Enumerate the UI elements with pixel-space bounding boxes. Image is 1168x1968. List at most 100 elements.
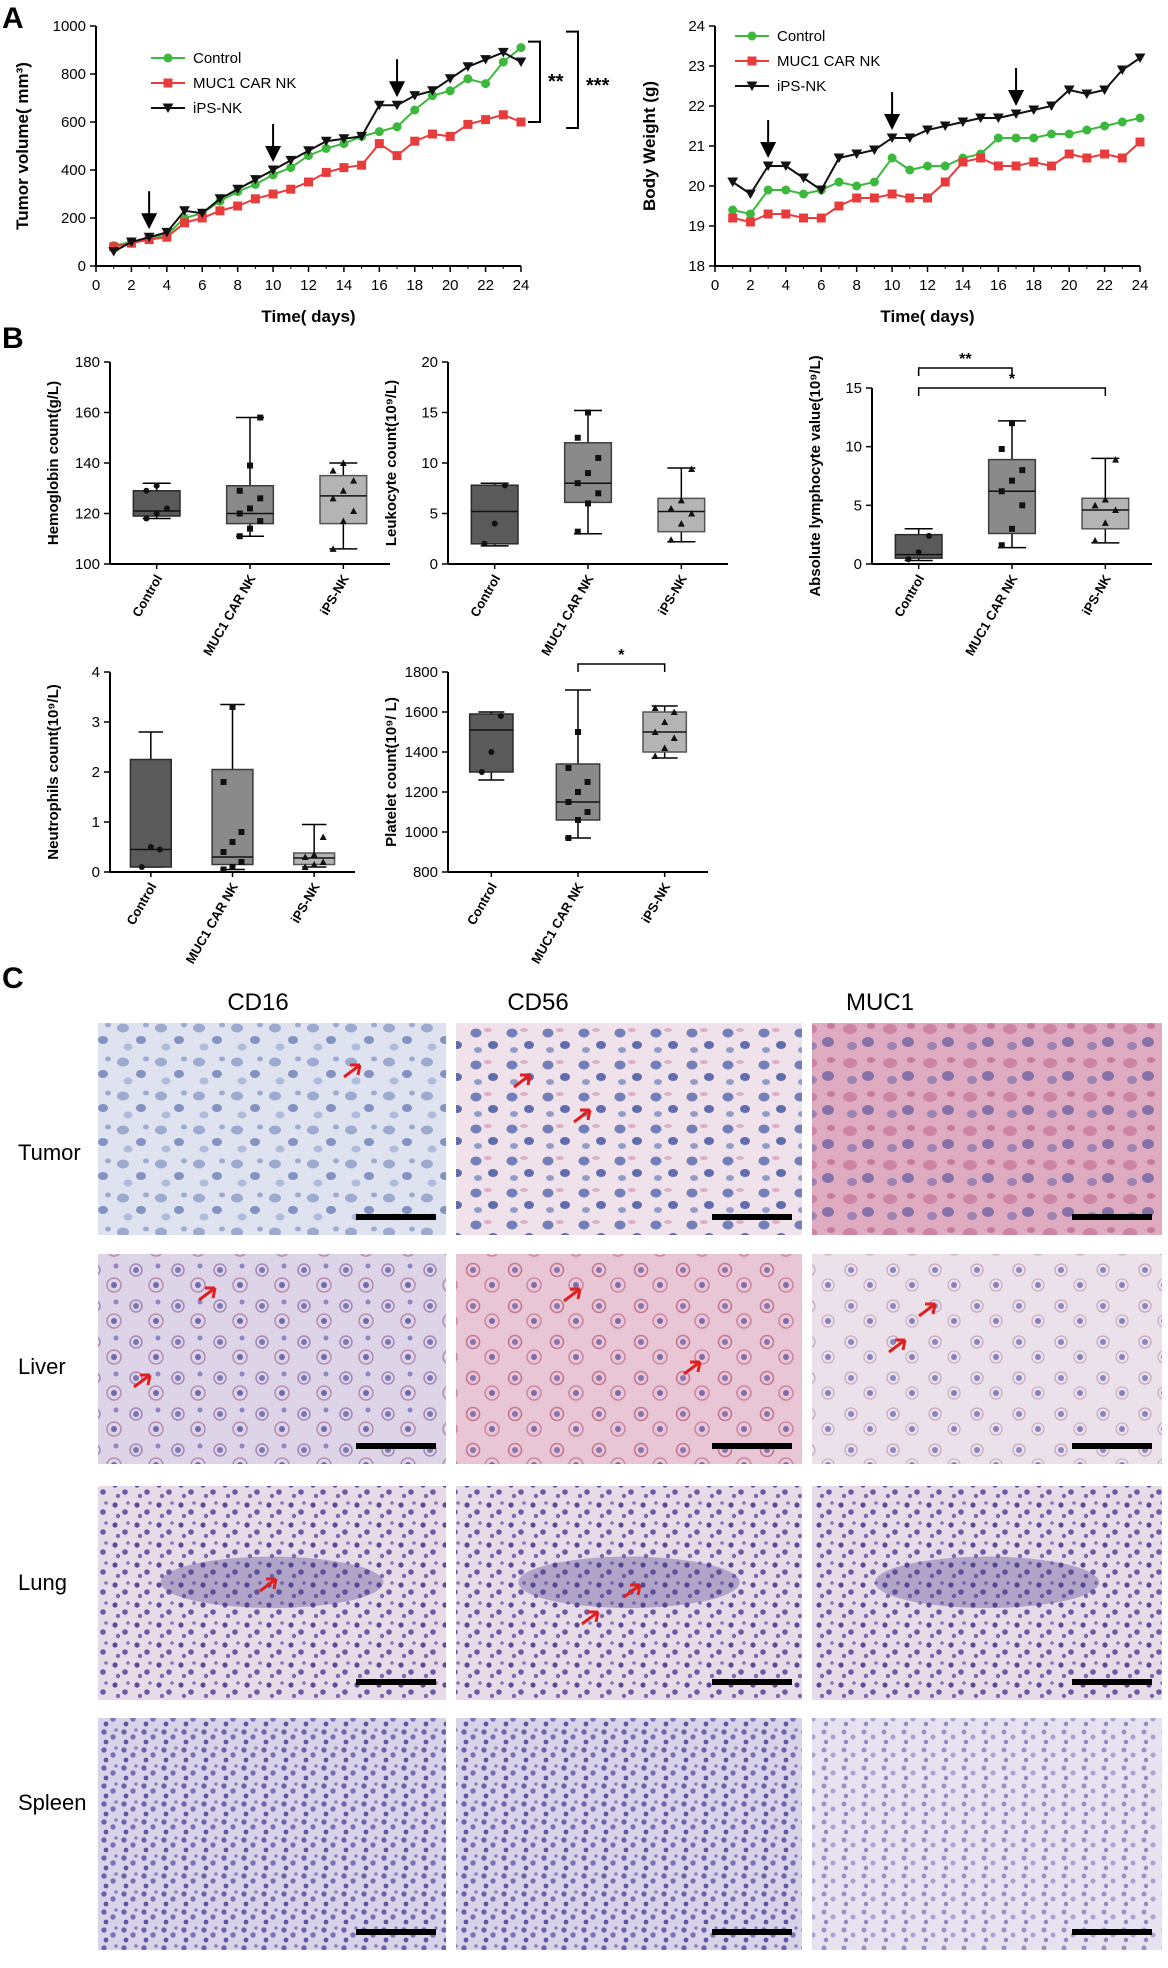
y-tick-label: 0 [854, 556, 862, 573]
histology-row-label: Liver [18, 1354, 66, 1379]
data-point [143, 487, 150, 494]
category-label: iPS-NK [638, 879, 673, 925]
data-point [138, 864, 145, 870]
data-point [939, 121, 951, 131]
data-point [905, 165, 915, 175]
x-tick-label: 4 [782, 277, 790, 294]
data-point [350, 477, 358, 484]
data-point [1029, 133, 1039, 143]
significance-label: *** [586, 75, 610, 97]
hemoglobin-boxplot: 100 120 140 160 180 Hemoglobin count(g/L) Cont… [45, 354, 390, 658]
data-point [229, 839, 236, 845]
data-point [427, 129, 437, 139]
significance-bracket [577, 663, 666, 672]
x-tick-label: 0 [92, 277, 100, 294]
data-point [1028, 105, 1040, 115]
y-axis-label: Platelet count(10⁹/ L) [383, 697, 400, 847]
red-arrow-head [205, 1286, 217, 1299]
x-tick-label: 18 [406, 277, 423, 294]
data-point [1063, 85, 1075, 95]
y-tick-label: 5 [430, 506, 438, 523]
data-point [257, 414, 264, 421]
data-point [462, 62, 474, 72]
y-tick-label: 120 [75, 506, 100, 523]
data-point [1011, 161, 1021, 171]
data-point [445, 131, 455, 141]
data-point [998, 446, 1005, 453]
data-point [147, 844, 154, 850]
box [470, 484, 519, 545]
box [987, 458, 1037, 535]
x-tick-label: 14 [336, 277, 353, 294]
data-point [329, 494, 337, 502]
histology-image [812, 1718, 1162, 1950]
data-point [762, 161, 774, 171]
red-arrow-head [350, 1063, 362, 1076]
category-label: iPS-NK [655, 571, 690, 617]
histology-grid [98, 1023, 1162, 1950]
data-point [868, 145, 880, 155]
legend-label: MUC1 CAR NK [777, 53, 880, 70]
significance-bracket [528, 40, 541, 123]
legend-label: iPS-NK [193, 100, 242, 117]
series-line [732, 141, 1141, 224]
data-point [310, 861, 318, 868]
data-point [728, 205, 738, 215]
data-point [661, 718, 669, 725]
data-point [780, 161, 792, 171]
data-point [745, 209, 755, 219]
box [211, 768, 254, 866]
x-tick-label: 2 [127, 277, 135, 294]
data-point [444, 74, 456, 84]
data-point [491, 520, 498, 527]
data-point [247, 462, 253, 469]
data-point [391, 100, 403, 111]
platelet-boxplot: 800 1000 1200 1400 1600 1800 Platelet count(10… [383, 647, 708, 966]
red-arrow-head [520, 1073, 532, 1086]
y-axis-label: Hemoglobin count(g/L) [45, 381, 62, 545]
data-point [688, 465, 696, 473]
data-point [236, 533, 243, 540]
significance-bracket [917, 367, 1013, 376]
x-tick-label: 12 [919, 277, 936, 294]
data-point [574, 434, 581, 441]
data-point [233, 201, 243, 211]
x-tick-label: 22 [1096, 277, 1113, 294]
x-tick-label: 8 [852, 277, 860, 294]
red-arrow [573, 1108, 591, 1124]
data-point [1091, 501, 1099, 509]
data-point [746, 81, 758, 91]
y-tick-label: 21 [688, 138, 705, 155]
data-point [651, 752, 659, 759]
data-point [238, 829, 245, 835]
y-tick-label: 1000 [53, 18, 86, 35]
data-point [747, 31, 757, 41]
data-point [940, 161, 950, 171]
data-point [373, 100, 385, 111]
x-tick-label: 14 [955, 277, 972, 294]
neutrophils-boxplot: 0 1 2 3 4 Neutrophils count(10⁹/L) Control MUC1… [45, 664, 355, 966]
y-tick-label: 15 [421, 405, 438, 422]
data-point [303, 146, 314, 156]
histology-image [98, 1718, 446, 1950]
data-point [565, 835, 572, 841]
data-point [670, 734, 678, 741]
data-point [180, 218, 190, 228]
data-point [852, 181, 862, 191]
data-point [998, 488, 1005, 495]
data-point [585, 409, 591, 416]
category-label: MUC1 CAR NK [962, 571, 1021, 658]
legend-label: MUC1 CAR NK [193, 75, 296, 92]
data-point [670, 708, 678, 715]
y-tick-label: 1200 [405, 784, 438, 801]
data-point [220, 849, 227, 855]
series-line [732, 117, 1141, 216]
x-tick-label: 10 [265, 277, 282, 294]
box [468, 713, 514, 773]
data-point [301, 863, 309, 870]
data-point [249, 175, 261, 185]
data-point [339, 517, 347, 525]
data-point [834, 177, 844, 187]
data-point [1064, 129, 1074, 139]
data-point [285, 155, 297, 166]
